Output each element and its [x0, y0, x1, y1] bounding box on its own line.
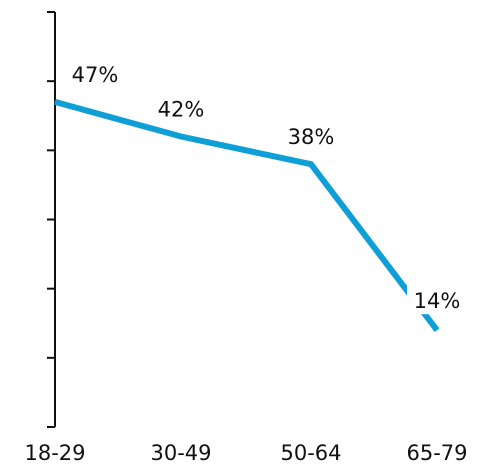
- series-group: [54, 99, 440, 332]
- data-label: 14%: [414, 289, 461, 313]
- series-line: [54, 99, 440, 332]
- x-tick-label: 50-64: [280, 441, 341, 465]
- data-label: 42%: [158, 98, 205, 122]
- data-labels: 47% 42% 38% 14%: [72, 63, 469, 315]
- data-label-bg: [407, 286, 469, 315]
- data-point: [180, 136, 182, 137]
- x-tick-label: 65-79: [406, 441, 467, 465]
- x-axis: 18-29 30-49 50-64 65-79: [24, 441, 467, 465]
- x-tick-label: 18-29: [24, 441, 85, 465]
- data-point: [310, 163, 312, 165]
- y-axis: [47, 11, 56, 428]
- x-tick-label: 30-49: [150, 441, 211, 465]
- data-label: 47%: [72, 63, 119, 87]
- data-label: 38%: [288, 125, 335, 149]
- data-point: [54, 101, 56, 103]
- data-point: [436, 329, 438, 331]
